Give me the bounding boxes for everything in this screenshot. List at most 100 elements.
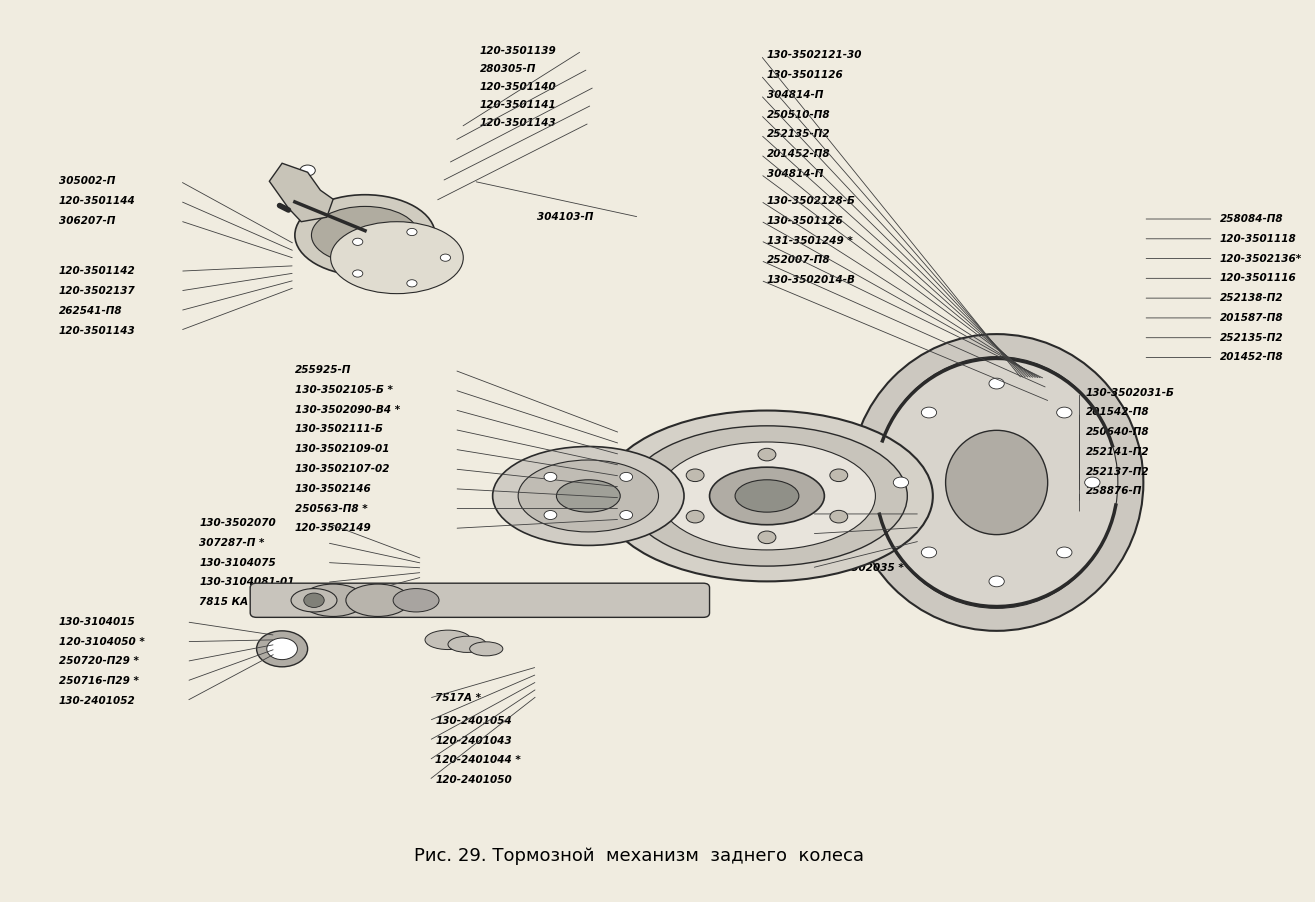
Text: 130-3502035 *: 130-3502035 * (818, 563, 903, 573)
Ellipse shape (301, 584, 366, 616)
Circle shape (275, 176, 289, 187)
Text: 130-3502014-В: 130-3502014-В (767, 275, 856, 285)
Ellipse shape (849, 334, 1143, 630)
Text: 130-3502109-01: 130-3502109-01 (295, 444, 391, 455)
Ellipse shape (425, 630, 471, 649)
Circle shape (619, 511, 633, 520)
Circle shape (922, 547, 936, 557)
Ellipse shape (393, 589, 439, 612)
Text: 131-3501249 *: 131-3501249 * (767, 235, 852, 245)
Text: Рис. 29. Тормозной  механизм  заднего  колеса: Рис. 29. Тормозной механизм заднего коле… (414, 847, 864, 865)
Circle shape (830, 469, 848, 482)
Text: 120-3501140: 120-3501140 (480, 82, 556, 92)
Text: 120-2401044 *: 120-2401044 * (435, 755, 521, 765)
Circle shape (352, 238, 363, 245)
FancyBboxPatch shape (250, 584, 710, 617)
Text: 280305-П: 280305-П (480, 64, 537, 74)
Circle shape (300, 165, 316, 176)
Circle shape (1085, 477, 1099, 488)
Text: 305002-П: 305002-П (59, 176, 116, 186)
Text: 250510-П8: 250510-П8 (767, 110, 831, 120)
Text: 130-3501126: 130-3501126 (767, 70, 844, 80)
Text: 252138-П2: 252138-П2 (1220, 293, 1283, 303)
Text: 120-2401050: 120-2401050 (435, 775, 512, 785)
Text: 130-3502146: 130-3502146 (295, 483, 372, 493)
Polygon shape (270, 163, 333, 222)
Circle shape (544, 511, 556, 520)
Text: 130-3502128-Б: 130-3502128-Б (767, 196, 856, 206)
Circle shape (619, 473, 633, 482)
Circle shape (441, 254, 451, 262)
Text: 7517А *: 7517А * (435, 694, 481, 704)
Text: 255925-П: 255925-П (295, 365, 351, 375)
Text: 120-3501139: 120-3501139 (480, 46, 556, 56)
Circle shape (267, 638, 297, 659)
Text: 306207-П: 306207-П (59, 216, 116, 226)
Text: 130-3502090-В4 *: 130-3502090-В4 * (295, 405, 400, 415)
Text: 130-2401052: 130-2401052 (59, 696, 135, 706)
Circle shape (406, 280, 417, 287)
Circle shape (893, 477, 909, 488)
Ellipse shape (518, 460, 659, 532)
Text: 252137-П2: 252137-П2 (1086, 466, 1149, 476)
Text: 201452-П8: 201452-П8 (1220, 353, 1283, 363)
Circle shape (989, 576, 1005, 587)
Text: 130-3502132: 130-3502132 (818, 509, 894, 519)
Text: 120-3501143: 120-3501143 (59, 326, 135, 336)
Ellipse shape (469, 642, 502, 656)
Ellipse shape (601, 410, 932, 582)
Text: 130-3502105-Б *: 130-3502105-Б * (295, 385, 393, 395)
Text: 304103-П: 304103-П (538, 212, 593, 222)
Circle shape (304, 594, 325, 607)
Circle shape (256, 630, 308, 667)
Ellipse shape (710, 467, 825, 525)
Text: 252135-П2: 252135-П2 (1220, 333, 1283, 343)
Text: 252141-П2: 252141-П2 (1086, 446, 1149, 457)
Text: 120-3502149: 120-3502149 (295, 523, 372, 533)
Text: 130-3501126: 130-3501126 (767, 216, 844, 226)
Text: 120-3501143: 120-3501143 (480, 118, 556, 128)
Text: 258084-П8: 258084-П8 (1220, 214, 1283, 224)
Circle shape (686, 469, 704, 482)
Ellipse shape (876, 356, 1118, 608)
Text: 201452-П8: 201452-П8 (767, 149, 831, 160)
Circle shape (757, 531, 776, 544)
Text: 130-3502070: 130-3502070 (199, 518, 276, 528)
Text: 304814-П: 304814-П (767, 90, 823, 100)
Text: 120-3501144: 120-3501144 (59, 196, 135, 206)
Text: 307287-П *: 307287-П * (199, 538, 264, 548)
Ellipse shape (448, 636, 487, 652)
Ellipse shape (312, 207, 418, 264)
Circle shape (922, 407, 936, 418)
Text: 120-3501141: 120-3501141 (480, 100, 556, 110)
Circle shape (830, 511, 848, 523)
Text: 130-3104081-01: 130-3104081-01 (199, 577, 295, 587)
Text: 130-2401054: 130-2401054 (435, 716, 512, 726)
Ellipse shape (627, 426, 907, 566)
Circle shape (352, 270, 363, 277)
Circle shape (989, 378, 1005, 389)
Text: 120-3501116: 120-3501116 (1220, 273, 1297, 283)
Text: 130-3104075: 130-3104075 (199, 557, 276, 567)
Text: 250640-П8: 250640-П8 (1086, 428, 1149, 437)
Text: 7815 КА: 7815 КА (199, 597, 249, 607)
Ellipse shape (735, 480, 800, 512)
Text: 130-3502107-02: 130-3502107-02 (295, 464, 391, 474)
Ellipse shape (295, 195, 435, 276)
Text: 201542-П8: 201542-П8 (1086, 408, 1149, 418)
Circle shape (1057, 547, 1072, 557)
Text: 130-3502111-Б: 130-3502111-Б (295, 425, 384, 435)
Circle shape (406, 228, 417, 235)
Ellipse shape (493, 446, 684, 546)
Text: 258876-П: 258876-П (1086, 486, 1143, 496)
Text: 252007-П8: 252007-П8 (767, 255, 831, 265)
Ellipse shape (330, 222, 463, 294)
Ellipse shape (945, 430, 1048, 535)
Text: 120-3104050 *: 120-3104050 * (59, 637, 145, 647)
Text: 120-3502136*: 120-3502136* (1220, 253, 1302, 263)
Text: 201587-П8: 201587-П8 (1220, 313, 1283, 323)
Text: 120-3502137: 120-3502137 (59, 286, 135, 296)
Text: 130-3502031-Б: 130-3502031-Б (1086, 388, 1174, 398)
Text: 250563-П8 *: 250563-П8 * (295, 503, 367, 513)
Ellipse shape (556, 480, 621, 512)
